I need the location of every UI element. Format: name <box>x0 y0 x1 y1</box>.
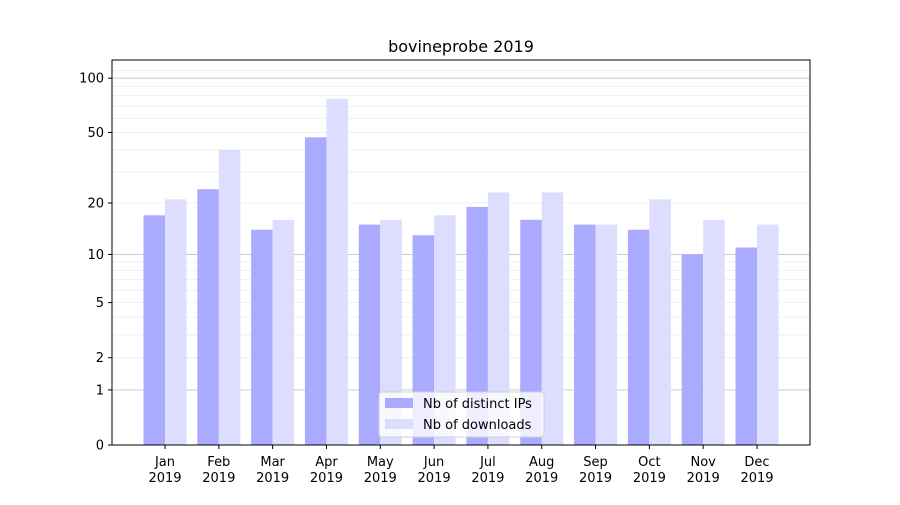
legend-swatch <box>385 419 413 429</box>
y-tick-label: 100 <box>79 72 104 87</box>
bar-distinct-ips <box>197 189 219 445</box>
bar-distinct-ips <box>304 137 327 445</box>
bar-downloads <box>595 224 618 445</box>
x-tick-label: Jan <box>154 455 175 470</box>
x-tick-label: 2019 <box>740 471 773 486</box>
bar-downloads <box>218 149 241 446</box>
bar-downloads <box>380 219 402 445</box>
legend-label: Nb of downloads <box>423 418 532 433</box>
x-tick-label: Mar <box>260 455 285 470</box>
plot-frame <box>111 59 811 446</box>
bar-distinct-ips <box>735 247 757 445</box>
bar-distinct-ips <box>574 224 596 445</box>
x-tick-label: 2019 <box>148 471 181 486</box>
x-tick-label: 2019 <box>633 471 666 486</box>
x-tick-label: Jul <box>479 455 496 470</box>
x-tick-label: 2019 <box>364 471 397 486</box>
x-tick-label: 2019 <box>202 471 235 486</box>
y-tick-label: 2 <box>96 351 104 366</box>
y-tick-label: 20 <box>87 197 104 212</box>
x-tick-label: 2019 <box>687 471 720 486</box>
x-tick-label: 2019 <box>418 471 451 486</box>
x-tick-label: May <box>367 455 394 470</box>
x-tick-label: 2019 <box>525 471 558 486</box>
legend-box <box>378 391 545 438</box>
x-tick-label: 2019 <box>579 471 612 486</box>
bar-distinct-ips <box>466 206 488 445</box>
x-tick-label: 2019 <box>256 471 289 486</box>
x-tick-label: Oct <box>638 455 660 470</box>
x-tick-label: Aug <box>529 455 554 470</box>
chart-title: bovineprobe 2019 <box>388 37 534 56</box>
bar-distinct-ips <box>358 224 381 445</box>
bar-downloads <box>757 224 779 445</box>
legend: Nb of distinct IPs Nb of downloads <box>378 391 545 438</box>
y-tick-label: 50 <box>87 126 104 141</box>
y-tick-label: 5 <box>96 296 104 311</box>
x-tick-label: Apr <box>315 455 338 470</box>
x-tick-label: Feb <box>207 455 230 470</box>
bar-downloads <box>434 215 456 445</box>
bar-downloads <box>165 199 187 445</box>
x-tick-label: Dec <box>744 455 769 470</box>
bar-distinct-ips <box>681 254 704 445</box>
x-tick-label: 2019 <box>471 471 504 486</box>
y-tick-label: 0 <box>96 439 104 454</box>
bar-downloads <box>272 219 295 445</box>
y-tick-label: 1 <box>96 383 104 398</box>
bar-downloads <box>487 192 510 445</box>
legend-label: Nb of distinct IPs <box>423 397 532 412</box>
bar-downloads <box>541 192 564 445</box>
bar-distinct-ips <box>627 229 650 445</box>
y-tick-label: 10 <box>87 248 104 263</box>
bar-downloads <box>649 199 671 445</box>
x-tick-label: 2019 <box>310 471 343 486</box>
x-tick-label: Sep <box>583 455 608 470</box>
bar-distinct-ips <box>251 229 273 445</box>
bar-distinct-ips <box>520 219 542 445</box>
bar-distinct-ips <box>143 215 165 445</box>
bar-downloads <box>703 219 725 445</box>
legend-swatch <box>385 398 413 408</box>
x-tick-label: Jun <box>423 455 444 470</box>
x-tick-label: Nov <box>690 455 716 470</box>
bar-downloads <box>326 98 348 445</box>
